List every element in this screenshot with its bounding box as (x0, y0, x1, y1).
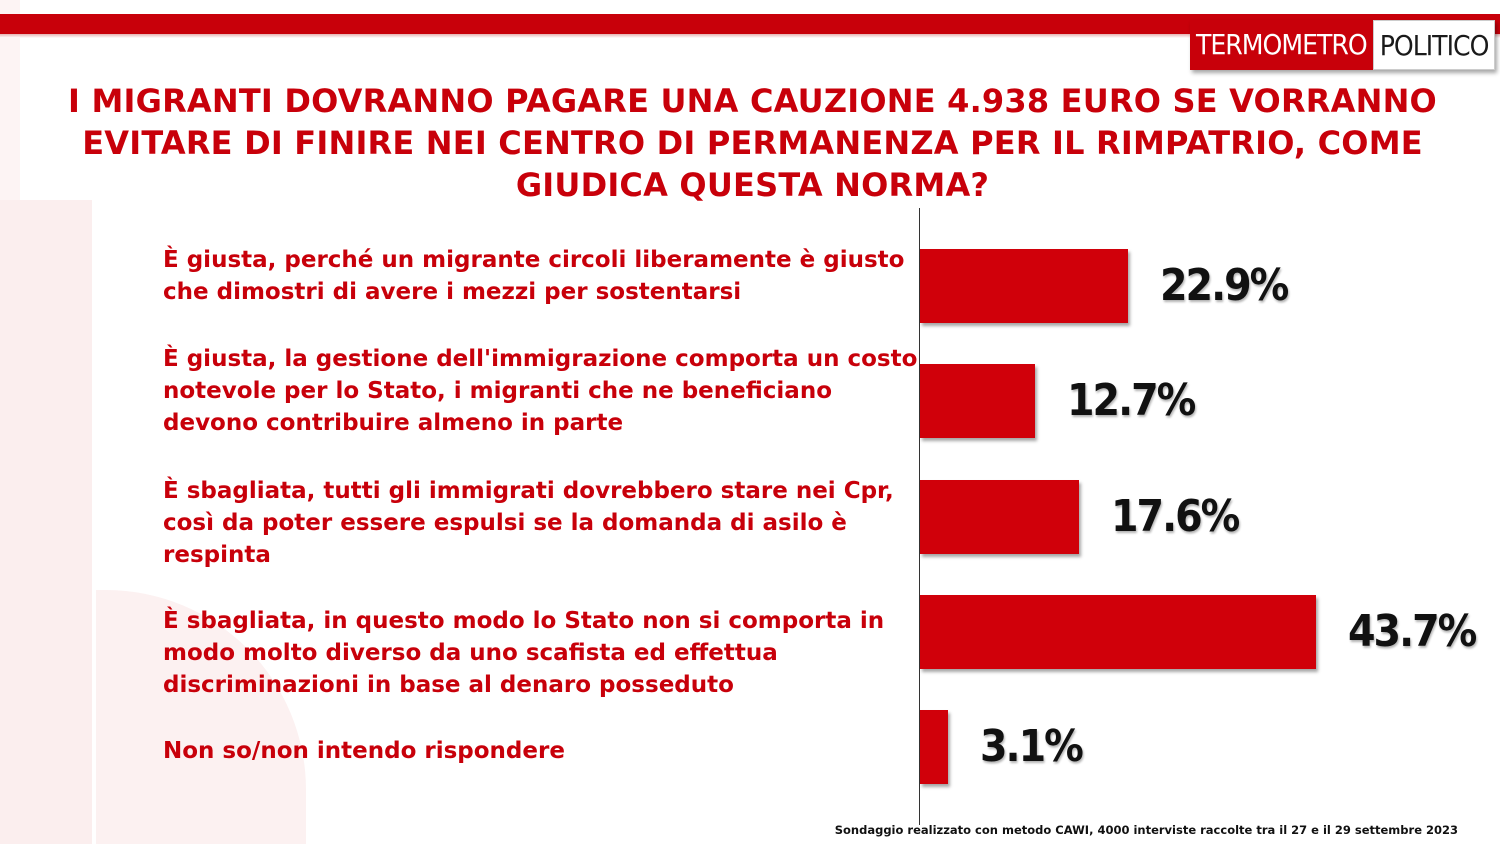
top-band (0, 14, 1500, 34)
value-label: 12.7% (1067, 375, 1196, 426)
category-label: È sbagliata, in questo modo lo Stato non… (163, 608, 885, 698)
category-label: È giusta, la gestione dell'immigrazione … (163, 346, 918, 436)
brand-logo: TERMOMETRO POLITICO (1190, 20, 1496, 70)
survey-footnote: Sondaggio realizzato con metodo CAWI, 40… (834, 823, 1458, 837)
bar (920, 249, 1128, 323)
value-label: 3.1% (980, 721, 1084, 772)
category-label: È giusta, perché un migrante circoli lib… (163, 247, 905, 305)
logo-white-part: POLITICO (1372, 20, 1496, 70)
bar (920, 710, 948, 784)
value-label: 22.9% (1160, 260, 1289, 311)
y-axis-line (919, 208, 920, 825)
bar (920, 480, 1079, 554)
category-label: È sbagliata, tutti gli immigrati dovrebb… (163, 478, 894, 568)
category-label: Non so/non intendo rispondere (163, 738, 565, 764)
bar (920, 364, 1035, 438)
top-band-shadow (0, 34, 1500, 38)
value-label: 43.7% (1348, 606, 1477, 657)
bar (920, 595, 1316, 669)
watermark-shape (0, 200, 92, 844)
value-label: 17.6% (1111, 491, 1240, 542)
watermark-shape (0, 0, 20, 200)
chart-title: I MIGRANTI DOVRANNO PAGARE UNA CAUZIONE … (68, 82, 1437, 204)
logo-red-part: TERMOMETRO (1190, 20, 1373, 70)
